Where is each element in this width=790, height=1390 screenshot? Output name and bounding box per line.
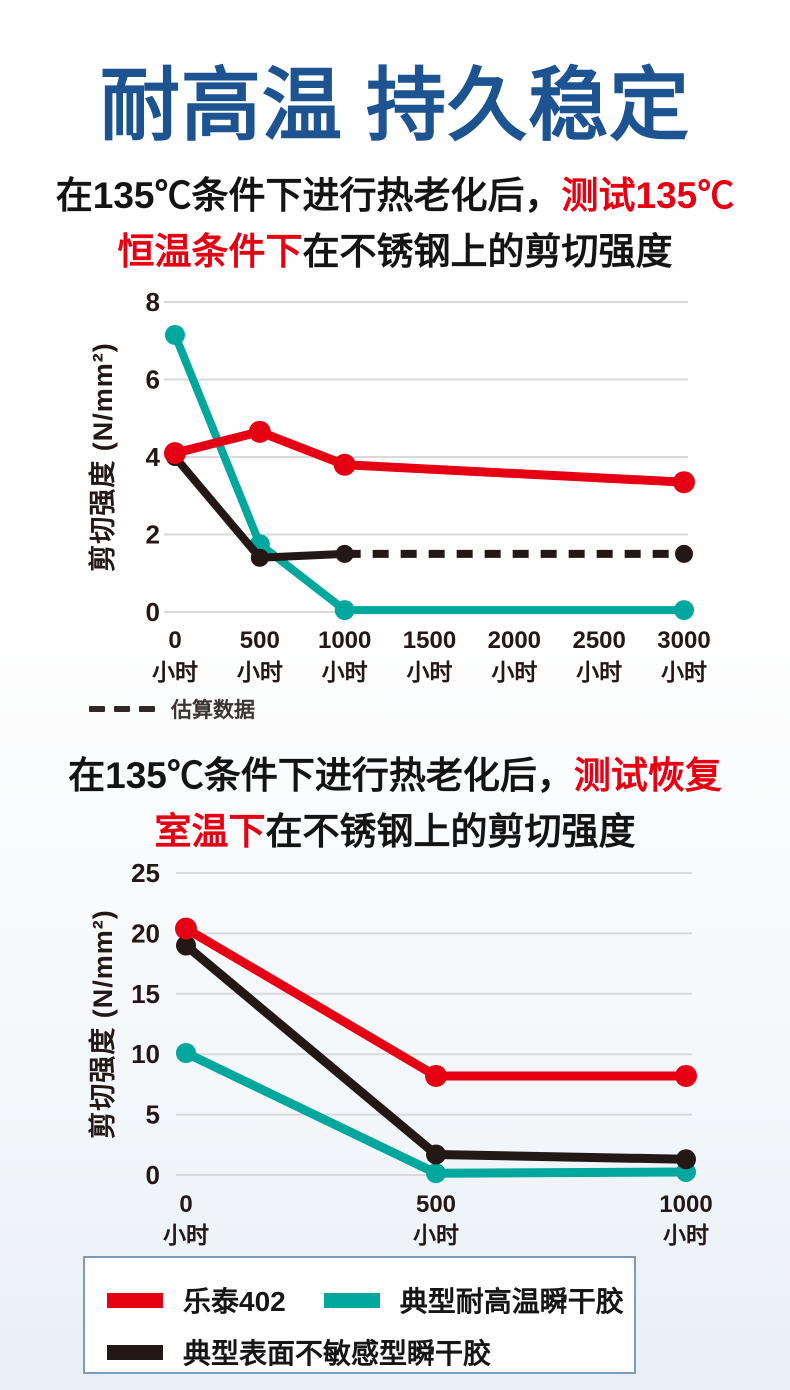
data-point-marker <box>675 1064 697 1087</box>
data-point-marker <box>164 442 186 465</box>
data-point-marker <box>165 324 185 345</box>
legend-swatch-typical-surface-insensitive-adhesive <box>107 1344 163 1360</box>
page-title: 耐高温 持久稳定 <box>99 61 691 150</box>
chart2-heading-line2: 室温下在不锈钢上的剪切强度 <box>0 804 790 860</box>
y-axis-tick-label: 8 <box>146 287 160 317</box>
heading-text: 在不锈钢上的剪切强度 <box>302 231 673 272</box>
heading-text: 在135℃条件下进行热老化后， <box>68 755 574 796</box>
y-axis-tick-label: 20 <box>131 918 160 948</box>
x-axis-tick-label: 0 <box>168 627 181 654</box>
x-axis-unit-label: 小时 <box>661 659 707 685</box>
dashed-line-sample <box>139 706 155 712</box>
x-axis-tick-label: 2000 <box>488 627 541 654</box>
x-axis-unit-label: 小时 <box>163 1222 209 1248</box>
x-axis-tick-label: 500 <box>240 627 280 654</box>
data-point-marker <box>673 471 695 494</box>
data-point-marker <box>334 600 355 621</box>
data-point-marker <box>248 420 271 443</box>
legend-row: 乐泰402 典型耐高温瞬干胶 <box>107 1283 624 1317</box>
chart1-heading-line1: 在135℃条件下进行热老化后，测试135℃ <box>0 168 790 224</box>
y-axis-tick-label: 6 <box>146 365 160 395</box>
legend-row: 典型表面不敏感型瞬干胶 <box>107 1335 491 1369</box>
y-axis-label: 剪切强度 (N/mm²) <box>87 909 118 1139</box>
data-point-marker <box>176 1042 196 1063</box>
x-axis-unit-label: 小时 <box>152 659 198 685</box>
x-axis-unit-label: 小时 <box>322 659 368 685</box>
data-point-marker <box>675 544 693 563</box>
chart1-heading: 在135℃条件下进行热老化后，测试135℃ 恒温条件下在不锈钢上的剪切强度 <box>0 168 790 280</box>
chart2-heading-line1: 在135℃条件下进行热老化后，测试恢复 <box>0 748 790 804</box>
data-point-marker <box>426 1144 446 1165</box>
legend: 乐泰402 典型耐高温瞬干胶 典型表面不敏感型瞬干胶 <box>83 1256 636 1374</box>
dashed-line-sample <box>114 706 130 712</box>
x-axis-unit-label: 小时 <box>413 1222 459 1248</box>
chart1-heading-line2: 恒温条件下在不锈钢上的剪切强度 <box>0 224 790 280</box>
heat-aged-135c-shear-strength-chart: 8 6 4 2 00 小时 500 小时 1000 小时 1500 小时 2000 小时 2500 小时 300… <box>87 287 711 685</box>
x-axis-unit-label: 小时 <box>237 659 283 685</box>
x-axis-tick-label: 2500 <box>572 627 625 654</box>
data-point-marker <box>333 453 356 476</box>
y-axis-label: 剪切强度 (N/mm²) <box>87 342 118 572</box>
legend-label-typical-surface-insensitive-adhesive: 典型表面不敏感型瞬干胶 <box>183 1338 492 1369</box>
heading-highlight-text: 测试135℃ <box>561 175 735 216</box>
x-axis-tick-label: 1000 <box>318 627 371 654</box>
data-point-marker <box>676 1149 696 1170</box>
legend-item-loctite-402: 乐泰402 <box>107 1280 286 1320</box>
data-point-marker <box>674 600 694 621</box>
legend-item-typical-high-temp-adhesive: 典型耐高温瞬干胶 <box>323 1280 624 1320</box>
legend-label-typical-high-temp-adhesive: 典型耐高温瞬干胶 <box>399 1286 624 1317</box>
heading-highlight-text: 室温下 <box>154 811 266 852</box>
dashed-line-sample <box>89 706 105 712</box>
legend-swatch-typical-high-temp-adhesive <box>323 1292 380 1308</box>
y-axis-tick-label: 25 <box>131 858 160 888</box>
series-line <box>170 427 689 487</box>
x-axis-unit-label: 小时 <box>491 659 537 685</box>
x-axis-tick-label: 1500 <box>403 627 456 654</box>
estimate-data-label: 估算数据 <box>171 699 255 722</box>
x-axis-tick-label: 0 <box>179 1191 192 1218</box>
x-axis-unit-label: 小时 <box>407 659 453 685</box>
y-axis-tick-label: 0 <box>146 1160 160 1190</box>
y-axis-tick-label: 0 <box>146 597 160 627</box>
x-axis-tick-label: 3000 <box>657 627 710 654</box>
y-axis-tick-label: 4 <box>146 442 161 472</box>
estimate-data-legend: 估算数据 <box>89 696 255 722</box>
y-axis-tick-label: 15 <box>131 979 160 1009</box>
y-axis-tick-label: 2 <box>146 520 160 550</box>
y-axis-tick-label: 5 <box>146 1100 160 1130</box>
heading-highlight-text: 恒温条件下 <box>117 231 303 272</box>
data-point-marker <box>250 548 269 567</box>
legend-item-typical-surface-insensitive-adhesive: 典型表面不敏感型瞬干胶 <box>107 1332 491 1372</box>
heading-highlight-text: 测试恢复 <box>573 755 722 796</box>
x-axis-tick-label: 1000 <box>659 1191 712 1218</box>
y-axis-tick-label: 10 <box>131 1039 160 1069</box>
data-point-marker <box>425 1064 447 1087</box>
legend-label-loctite-402: 乐泰402 <box>183 1286 286 1317</box>
data-point-marker <box>426 1163 446 1184</box>
heading-text: 在不锈钢上的剪切强度 <box>265 811 636 852</box>
x-axis-unit-label: 小时 <box>663 1222 709 1248</box>
data-point-marker <box>176 935 196 956</box>
chart2-heading: 在135℃条件下进行热老化后，测试恢复 室温下在不锈钢上的剪切强度 <box>0 748 790 860</box>
x-axis-unit-label: 小时 <box>576 659 622 685</box>
heading-text: 在135℃条件下进行热老化后， <box>55 175 562 216</box>
legend-swatch-loctite-402 <box>107 1292 163 1308</box>
x-axis-tick-label: 500 <box>416 1191 456 1218</box>
data-point-marker <box>175 917 197 940</box>
